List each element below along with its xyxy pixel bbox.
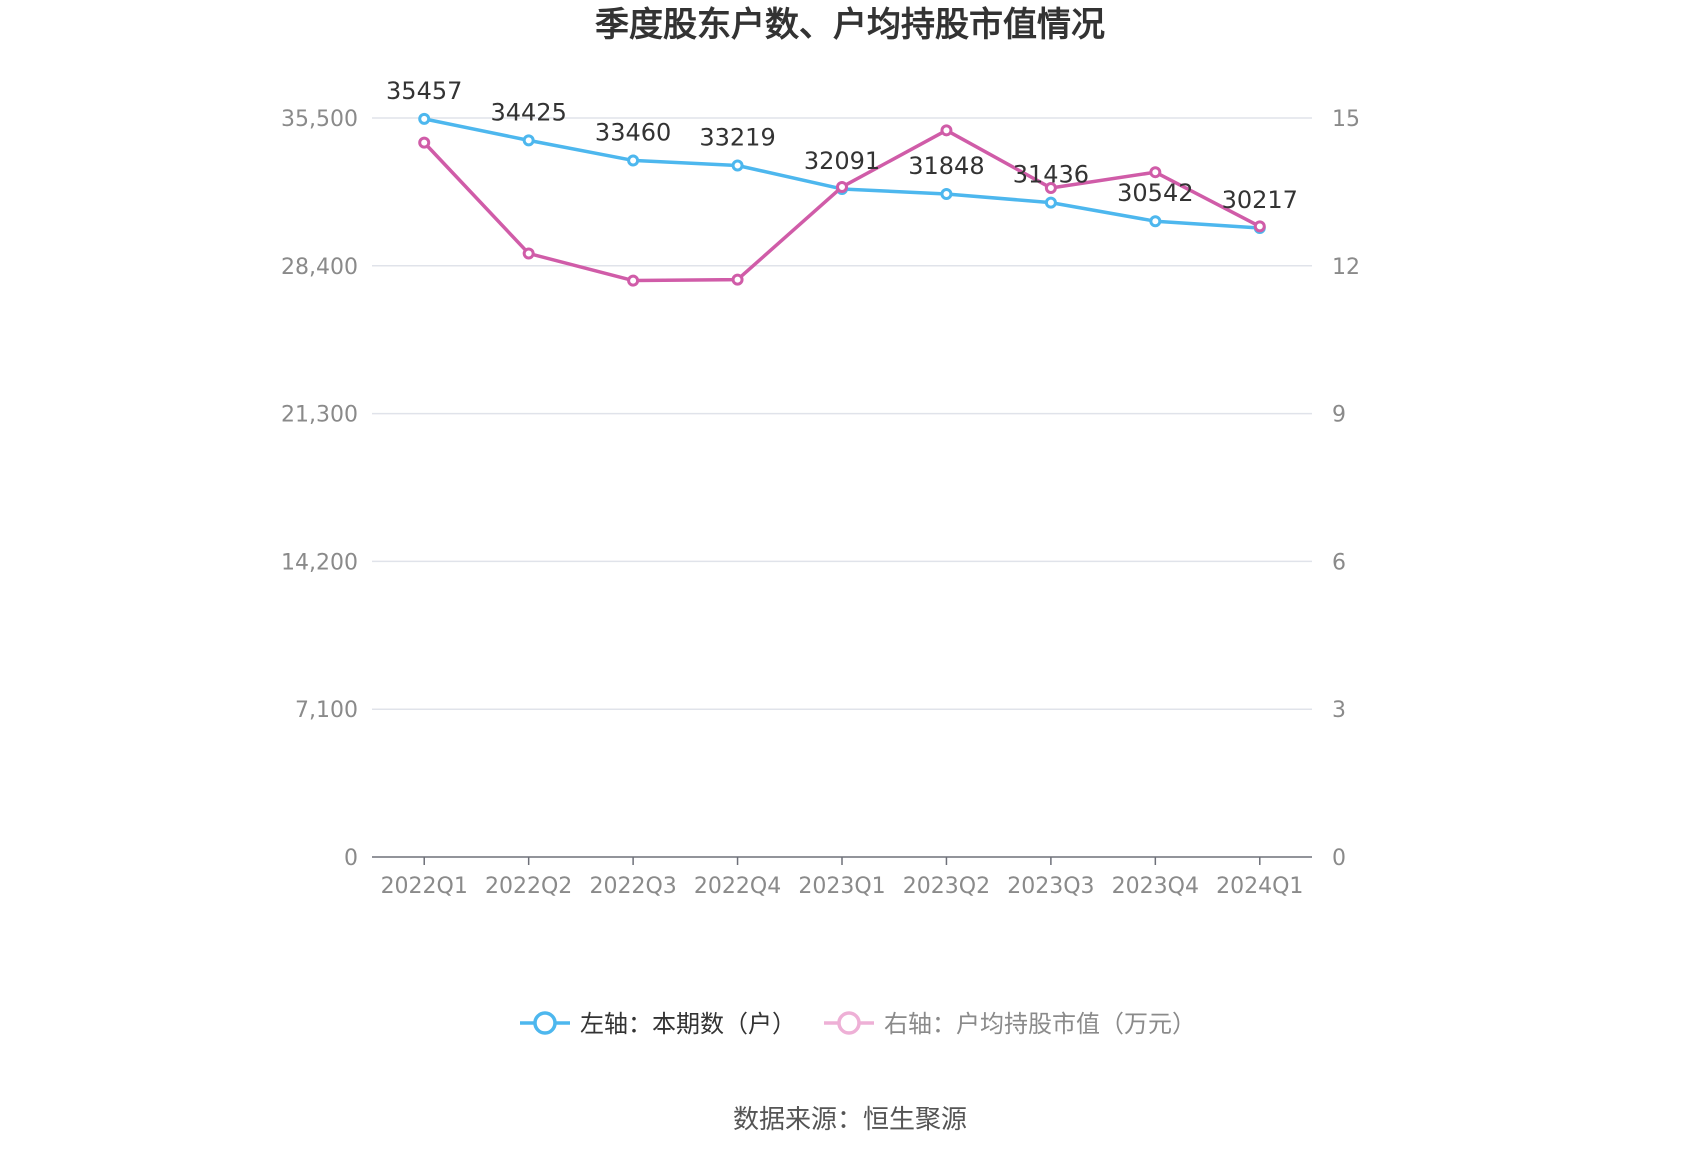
data-point: [731, 273, 744, 286]
legend-marker-icon: [533, 1011, 557, 1035]
x-tick-label: 2023Q4: [1112, 874, 1199, 899]
data-point: [1149, 166, 1162, 179]
y-left-tick-label: 0: [344, 846, 358, 871]
x-tick-label: 2022Q1: [381, 874, 468, 899]
y-left-tick-label: 28,400: [281, 255, 358, 280]
y-right-tick-label: 9: [1332, 403, 1346, 428]
y-right-tick-label: 0: [1332, 846, 1346, 871]
data-point: [836, 180, 848, 193]
data-point: [1044, 181, 1057, 194]
data-point: [627, 154, 640, 167]
data-label: 31848: [908, 152, 984, 180]
chart-title: 季度股东户数、户均持股市值情况: [595, 5, 1105, 45]
x-tick-label: 2022Q2: [485, 874, 572, 899]
data-label: 31436: [1013, 161, 1089, 189]
data-point: [1044, 196, 1057, 209]
data-label: 33219: [699, 123, 775, 151]
data-point: [627, 274, 640, 287]
data-point: [1253, 220, 1266, 233]
data-point: [418, 112, 431, 125]
legend-label: 右轴：户均持股市值（万元）: [884, 1010, 1196, 1038]
legend-label: 左轴：本期数（户）: [580, 1010, 796, 1038]
data-label: 33460: [595, 118, 671, 146]
data-label-layer: 35457 34425 33460 33219 32091 31848 31436 30542…: [386, 77, 1298, 214]
data-label: 35457: [386, 77, 462, 105]
y-right-tick-label: 3: [1332, 698, 1346, 723]
axis-layer: 0 7,100 14,200 21,300 28,400 35,500 0 3 6 9 12 15 20…: [281, 107, 1360, 899]
data-point: [940, 124, 953, 137]
data-point: [418, 136, 431, 149]
source-note: 数据来源：恒生聚源: [733, 1105, 967, 1135]
y-right-tick-label: 15: [1332, 107, 1360, 132]
data-label: 34425: [490, 98, 566, 126]
x-tick-label: 2023Q2: [903, 874, 990, 899]
data-point: [940, 188, 953, 201]
y-left-tick-label: 35,500: [281, 107, 358, 132]
y-right-tick-label: 6: [1332, 550, 1346, 575]
x-tick-label: 2023Q1: [798, 874, 885, 899]
data-point: [731, 159, 744, 172]
y-left-tick-label: 21,300: [281, 403, 358, 428]
grid-layer: [372, 117, 1312, 710]
data-point: [522, 134, 535, 147]
x-tick-label: 2024Q1: [1216, 874, 1303, 899]
data-label: 30217: [1222, 186, 1298, 214]
data-label: 30542: [1117, 179, 1193, 207]
legend: 左轴：本期数（户） 右轴：户均持股市值（万元）: [520, 1010, 1196, 1038]
data-point: [1149, 215, 1162, 228]
data-point: [522, 247, 535, 260]
y-left-tick-label: 14,200: [281, 550, 358, 575]
series-layer: [418, 112, 1266, 287]
y-left-tick-label: 7,100: [295, 698, 358, 723]
x-tick-label: 2023Q3: [1007, 874, 1094, 899]
x-tick-label: 2022Q3: [589, 874, 676, 899]
data-label: 32091: [804, 147, 880, 175]
legend-marker-icon: [837, 1011, 861, 1035]
x-tick-label: 2022Q4: [694, 874, 781, 899]
y-right-tick-label: 12: [1332, 255, 1360, 280]
